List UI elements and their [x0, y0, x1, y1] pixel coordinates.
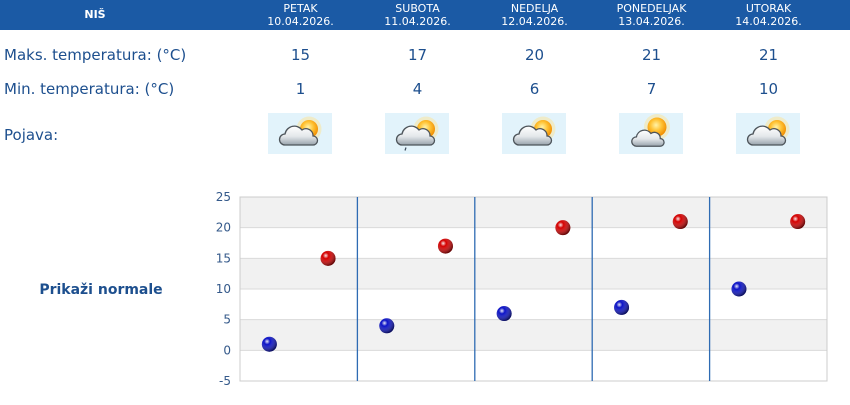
- show-normals-link[interactable]: Prikaži normale: [39, 282, 163, 298]
- point-shading: [320, 250, 336, 266]
- y-tick-label: 25: [216, 190, 231, 204]
- point-shading: [555, 220, 571, 236]
- point-shading: [496, 306, 512, 322]
- day-name: SUBOTA: [395, 2, 440, 15]
- plot-band: [240, 227, 827, 259]
- day-date: 10.04.2026.: [267, 15, 334, 28]
- y-tick-label: 10: [216, 282, 231, 296]
- min-temp-point: [496, 306, 512, 322]
- sun-behind-cloud-icon: [619, 113, 683, 154]
- day-header-1: PETAK 10.04.2026.: [242, 0, 359, 30]
- day-name: PETAK: [283, 2, 318, 15]
- day-date: 13.04.2026.: [618, 15, 685, 28]
- day-date: 12.04.2026.: [501, 15, 568, 28]
- point-shading: [790, 214, 806, 230]
- max-temp-value: 20: [524, 46, 545, 64]
- min-temp-value: 7: [646, 80, 657, 98]
- phenomenon-label: Pojava:: [4, 126, 59, 144]
- min-temp-value: 6: [529, 80, 540, 98]
- point-shading: [261, 336, 277, 352]
- plot-border: [239, 196, 828, 382]
- partly-cloudy-rain-icon: [385, 113, 449, 154]
- day-name: NEDELJA: [510, 2, 559, 15]
- plot-band: [240, 350, 827, 381]
- y-tick-label: -5: [219, 374, 231, 388]
- max-temp-point: [437, 238, 453, 254]
- point-shading: [731, 281, 747, 297]
- max-temp-value: 15: [290, 46, 311, 64]
- day-name: UTORAK: [745, 2, 792, 15]
- day-header-5: UTORAK 14.04.2026.: [710, 0, 827, 30]
- day-date: 11.04.2026.: [384, 15, 451, 28]
- icon-graphic: [748, 117, 790, 146]
- location-label: NIŠ: [84, 8, 106, 21]
- min-temp-value: 10: [758, 80, 779, 98]
- partly-cloudy-icon: [502, 113, 566, 154]
- min-temp-label: Min. temperatura: (°C): [4, 80, 175, 98]
- point-shading: [614, 299, 630, 315]
- plot-band: [240, 258, 827, 289]
- day-header-4: PONEDELJAK 13.04.2026.: [593, 0, 710, 30]
- temperature-chart: 25 20 15 10 5 0 -5: [216, 190, 828, 388]
- max-temp-point: [320, 250, 336, 266]
- min-temp-value: 1: [295, 80, 306, 98]
- y-tick-label: 0: [223, 343, 231, 357]
- max-temp-value: 17: [407, 46, 428, 64]
- y-tick-label: 15: [216, 251, 231, 265]
- y-tick-label: 5: [223, 313, 231, 327]
- max-temp-label: Maks. temperatura: (°C): [4, 46, 187, 64]
- max-temp-value: 21: [758, 46, 779, 64]
- day-date: 14.04.2026.: [735, 15, 802, 28]
- plot-band: [240, 289, 827, 320]
- max-temp-point: [672, 214, 688, 230]
- icon-graphic: [397, 117, 439, 151]
- y-tick-label: 20: [216, 221, 231, 235]
- point-shading: [672, 214, 688, 230]
- min-temp-value: 4: [412, 80, 423, 98]
- icon-graphic: [514, 117, 556, 146]
- max-temp-point: [790, 214, 806, 230]
- plot-band: [240, 197, 827, 228]
- min-temp-point: [614, 299, 630, 315]
- icon-graphic: [280, 117, 322, 146]
- forecast-header: NIŠ PETAK 10.04.2026. SUBOTA 11.04.2026.…: [0, 0, 850, 30]
- min-temp-point: [261, 336, 277, 352]
- day-header-2: SUBOTA 11.04.2026.: [359, 0, 476, 30]
- point-shading: [437, 238, 453, 254]
- partly-cloudy-icon: [736, 113, 800, 154]
- day-name: PONEDELJAK: [616, 2, 687, 15]
- point-shading: [379, 318, 395, 334]
- day-header-3: NEDELJA 12.04.2026.: [476, 0, 593, 30]
- max-temp-point: [555, 220, 571, 236]
- plot-band: [240, 319, 827, 351]
- icon-graphic: [632, 114, 670, 146]
- max-temp-value: 21: [641, 46, 662, 64]
- min-temp-point: [379, 318, 395, 334]
- min-temp-point: [731, 281, 747, 297]
- partly-cloudy-icon: [268, 113, 332, 154]
